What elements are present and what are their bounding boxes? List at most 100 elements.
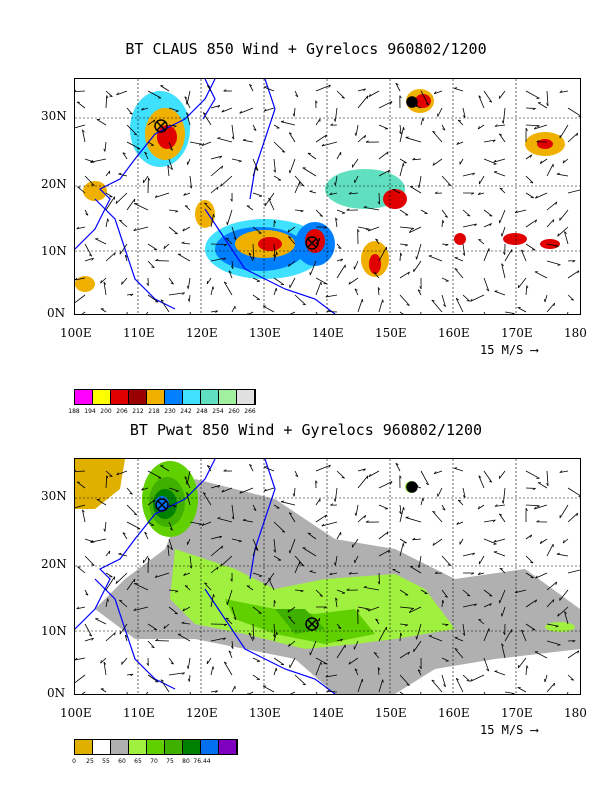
wind-vector — [363, 586, 380, 591]
wind-vector-head — [154, 575, 158, 578]
wind-vector-head — [341, 97, 345, 99]
wind-vector-head — [402, 163, 405, 167]
colorbar-label: 65 — [134, 758, 142, 765]
wind-vector-head — [555, 245, 559, 248]
x-tick-label: 160E — [438, 326, 470, 340]
wind-vector-head — [478, 95, 482, 98]
wind-vector-head — [225, 617, 229, 620]
wind-vector — [483, 538, 497, 545]
wind-vector — [378, 124, 388, 130]
pwat-wind-vectors — [75, 462, 580, 694]
colorbar-label: 55 — [102, 758, 110, 765]
colorbar-swatch — [129, 740, 147, 754]
wind-vector-head — [419, 666, 422, 670]
wind-vector — [441, 674, 446, 687]
wind-vector-head — [501, 643, 504, 647]
wind-vector-head — [456, 521, 459, 525]
wind-vector-head — [116, 92, 119, 96]
wind-vector-head — [417, 184, 420, 188]
wind-vector-head — [467, 215, 471, 217]
wind-vector-head — [406, 304, 410, 306]
wind-vector — [126, 141, 141, 150]
wind-vector-head — [184, 205, 189, 207]
wind-vector-head — [259, 195, 263, 197]
wind-vector-head — [492, 139, 496, 143]
wind-vector — [168, 487, 179, 492]
wind-vector-head — [118, 552, 122, 555]
wind-vector — [493, 551, 506, 557]
wind-vector-head — [275, 667, 278, 672]
wind-vector — [517, 657, 527, 669]
pwat-map-panel[interactable] — [74, 458, 581, 695]
wind-vector — [483, 248, 490, 262]
wind-vector-head — [455, 677, 459, 681]
wind-vector — [273, 631, 278, 642]
wind-vector — [483, 311, 486, 314]
wind-vector-head — [223, 469, 227, 472]
wind-vector-head — [499, 567, 503, 570]
wind-vector-head — [107, 598, 109, 602]
wind-vector — [462, 107, 466, 118]
wind-vector-head — [458, 119, 462, 122]
wind-vector-head — [185, 101, 188, 105]
wind-vector — [84, 589, 89, 596]
wind-vector — [309, 190, 317, 194]
wind-vector-head — [155, 258, 159, 261]
wind-vector-head — [287, 609, 290, 613]
wind-vector — [100, 277, 107, 284]
wind-vector-head — [357, 229, 360, 233]
wind-vector — [478, 239, 485, 245]
wind-vector — [223, 281, 233, 296]
wind-vector-head — [223, 89, 227, 92]
wind-vector — [309, 570, 317, 574]
wind-vector — [252, 166, 257, 177]
wind-vector — [399, 271, 410, 279]
wind-vector — [181, 242, 191, 245]
wind-vector — [126, 691, 128, 694]
wind-vector-head — [77, 566, 81, 568]
wind-vector — [501, 606, 506, 617]
wind-vector — [252, 572, 263, 577]
wind-vector — [186, 112, 191, 126]
wind-vector — [525, 534, 532, 540]
wind-vector — [167, 165, 170, 177]
x-tick-label: 140E — [312, 326, 344, 340]
wind-vector-head — [354, 132, 357, 136]
wind-vector-head — [576, 512, 579, 517]
wind-vector-head — [221, 109, 225, 113]
wind-vector-head — [412, 537, 416, 541]
wind-vector — [168, 158, 173, 170]
wind-vector-head — [368, 473, 371, 477]
wind-vector — [210, 566, 219, 574]
wind-vector-head — [181, 621, 185, 624]
wind-vector-head — [309, 190, 313, 192]
wind-vector-head — [219, 535, 223, 539]
wind-vector — [239, 487, 254, 494]
wind-vector-head — [202, 492, 206, 495]
wind-vector — [405, 517, 422, 523]
wind-vector — [315, 277, 327, 285]
wind-vector — [399, 623, 408, 626]
wind-vector-head — [154, 195, 158, 198]
wind-vector — [263, 107, 275, 112]
wind-vector-head — [207, 84, 211, 88]
wind-vector-head — [333, 118, 336, 122]
wind-vector — [231, 158, 242, 162]
claus-map-panel[interactable] — [74, 78, 581, 315]
wind-vector — [455, 678, 464, 693]
wind-vector — [395, 83, 401, 92]
wind-vector — [105, 170, 111, 177]
wind-vector — [499, 90, 506, 99]
wind-vector-head — [130, 673, 134, 677]
wind-vector — [515, 209, 527, 214]
wind-vector — [378, 504, 388, 510]
wind-vector — [226, 209, 233, 225]
wind-vector — [142, 175, 149, 184]
wind-vector-head — [302, 683, 306, 686]
wind-vector — [160, 465, 170, 472]
wind-vector — [441, 600, 444, 608]
wind-vector — [462, 223, 477, 228]
wind-vector-head — [402, 543, 405, 547]
wind-vector — [357, 135, 366, 143]
wind-vector-head — [184, 96, 188, 99]
